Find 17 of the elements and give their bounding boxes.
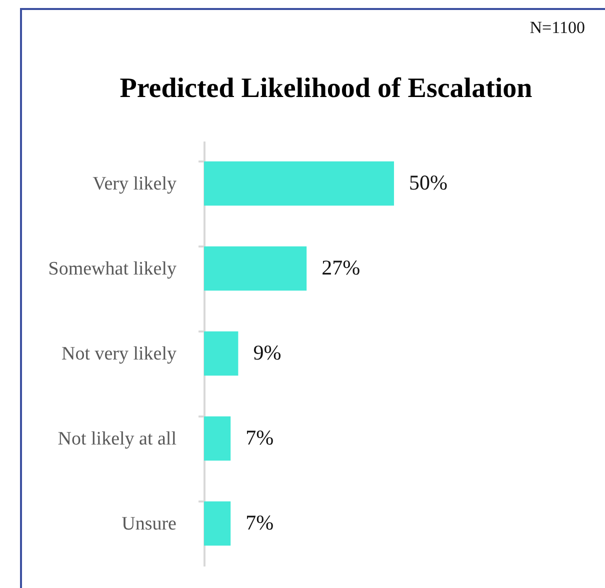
bar	[204, 161, 394, 206]
bar	[204, 416, 231, 461]
y-tick-label: Not likely at all	[58, 428, 176, 450]
y-tick-label: Very likely	[92, 174, 177, 194]
data-label: 9%	[253, 340, 282, 364]
y-tick-label: Not very likely	[61, 344, 177, 364]
data-label: 27%	[322, 256, 360, 280]
chart-title: Predicted Likelihood of Escalation	[120, 73, 533, 104]
bar	[204, 246, 307, 291]
y-tick-label: Somewhat likely	[48, 258, 177, 280]
bar	[204, 331, 238, 376]
bar	[204, 501, 231, 546]
data-label: 7%	[246, 510, 274, 534]
data-label: 7%	[246, 426, 274, 450]
text: N=1100	[530, 18, 585, 38]
data-label: 50%	[409, 170, 448, 194]
y-tick-label: Unsure	[122, 514, 176, 534]
